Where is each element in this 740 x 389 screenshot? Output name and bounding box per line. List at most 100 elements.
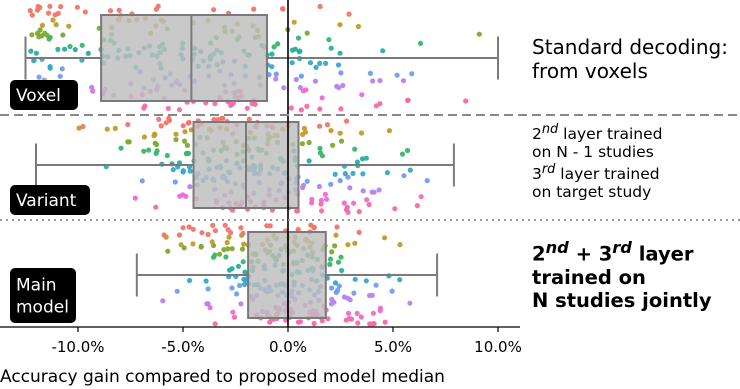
strip-point-1 [384, 170, 390, 176]
strip-point-1 [317, 123, 323, 129]
x-tick-label: 5.0% [374, 338, 412, 356]
strip-point-0 [463, 98, 469, 104]
annotation-line: N studies jointly [532, 289, 712, 313]
strip-point-1 [322, 191, 328, 197]
strip-point-2 [363, 278, 369, 284]
strip-point-1 [328, 128, 334, 134]
strip-point-1 [184, 142, 190, 148]
strip-point-0 [319, 95, 325, 101]
strip-point-1 [166, 117, 172, 123]
strip-point-0 [317, 106, 323, 112]
strip-point-2 [224, 239, 230, 246]
strip-point-0 [269, 51, 275, 57]
strip-point-1 [164, 152, 170, 159]
strip-point-2 [377, 308, 383, 314]
strip-point-2 [205, 231, 211, 238]
strip-point-1 [404, 147, 411, 154]
strip-point-0 [340, 82, 346, 89]
strip-point-1 [324, 122, 331, 128]
strip-point-0 [317, 60, 323, 66]
strip-point-0 [323, 60, 329, 66]
strip-point-2 [228, 230, 234, 236]
strip-point-0 [289, 60, 295, 66]
strip-point-0 [280, 6, 286, 12]
strip-point-0 [367, 70, 373, 76]
strip-point-2 [226, 234, 232, 240]
strip-point-1 [125, 139, 131, 145]
strip-point-0 [337, 22, 343, 28]
strip-point-2 [239, 246, 246, 252]
strip-point-0 [409, 71, 415, 77]
strip-point-0 [271, 44, 277, 50]
strip-point-2 [351, 290, 357, 296]
strip-point-1 [154, 148, 160, 154]
strip-point-1 [324, 196, 330, 202]
group-label-pill [10, 80, 78, 110]
strip-point-0 [380, 48, 386, 54]
strip-point-1 [125, 121, 131, 128]
strip-point-2 [332, 243, 338, 249]
strip-point-0 [62, 46, 68, 52]
strip-point-1 [182, 129, 188, 135]
strip-point-1 [306, 158, 312, 164]
strip-point-2 [161, 232, 167, 238]
strip-point-1 [364, 197, 370, 203]
strip-point-0 [281, 85, 287, 91]
strip-point-1 [319, 208, 325, 214]
strip-point-2 [240, 259, 246, 265]
strip-point-1 [316, 183, 322, 190]
strip-point-1 [185, 150, 192, 156]
strip-point-0 [288, 105, 294, 111]
strip-point-1 [309, 196, 315, 202]
strip-point-0 [298, 107, 304, 113]
strip-point-1 [141, 148, 147, 154]
strip-point-1 [180, 123, 186, 129]
strip-point-2 [334, 224, 340, 230]
strip-point-2 [241, 281, 248, 287]
strip-point-2 [352, 276, 358, 282]
strip-point-0 [334, 83, 340, 89]
strip-point-1 [418, 194, 424, 200]
strip-point-2 [210, 222, 216, 228]
strip-point-0 [74, 4, 80, 10]
strip-point-0 [155, 3, 161, 9]
strip-point-0 [66, 23, 72, 29]
strip-point-2 [336, 283, 342, 289]
strip-point-1 [359, 156, 366, 162]
strip-point-2 [397, 277, 403, 283]
strip-point-1 [360, 171, 366, 177]
strip-point-2 [186, 224, 192, 230]
strip-point-2 [311, 225, 317, 231]
strip-point-1 [317, 150, 323, 156]
strip-point-1 [369, 189, 375, 195]
strip-point-2 [190, 226, 196, 232]
strip-point-2 [207, 305, 213, 311]
strip-point-1 [112, 125, 118, 131]
strip-point-1 [152, 140, 158, 146]
strip-point-2 [238, 225, 244, 231]
strip-point-1 [330, 142, 336, 148]
strip-point-2 [212, 252, 218, 258]
strip-point-0 [58, 4, 64, 10]
strip-point-1 [337, 178, 343, 184]
strip-point-2 [354, 310, 360, 316]
annotation-0: Standard decoding: from voxels [532, 35, 728, 83]
strip-point-0 [28, 48, 34, 54]
strip-point-1 [300, 182, 307, 188]
strip-point-0 [47, 64, 53, 70]
strip-point-0 [67, 43, 73, 50]
group-label-1: Variant [10, 185, 90, 215]
strip-point-0 [251, 6, 257, 12]
x-tick-label: 0.0% [269, 338, 307, 356]
strip-point-2 [237, 282, 243, 289]
strip-point-0 [476, 31, 482, 37]
strip-point-1 [356, 209, 362, 215]
strip-point-2 [329, 296, 335, 302]
strip-point-0 [37, 27, 43, 33]
strip-point-2 [328, 285, 335, 291]
strip-point-2 [345, 242, 351, 248]
strip-point-0 [291, 19, 297, 25]
box-plots [24, 14, 499, 319]
strip-point-2 [226, 267, 233, 273]
